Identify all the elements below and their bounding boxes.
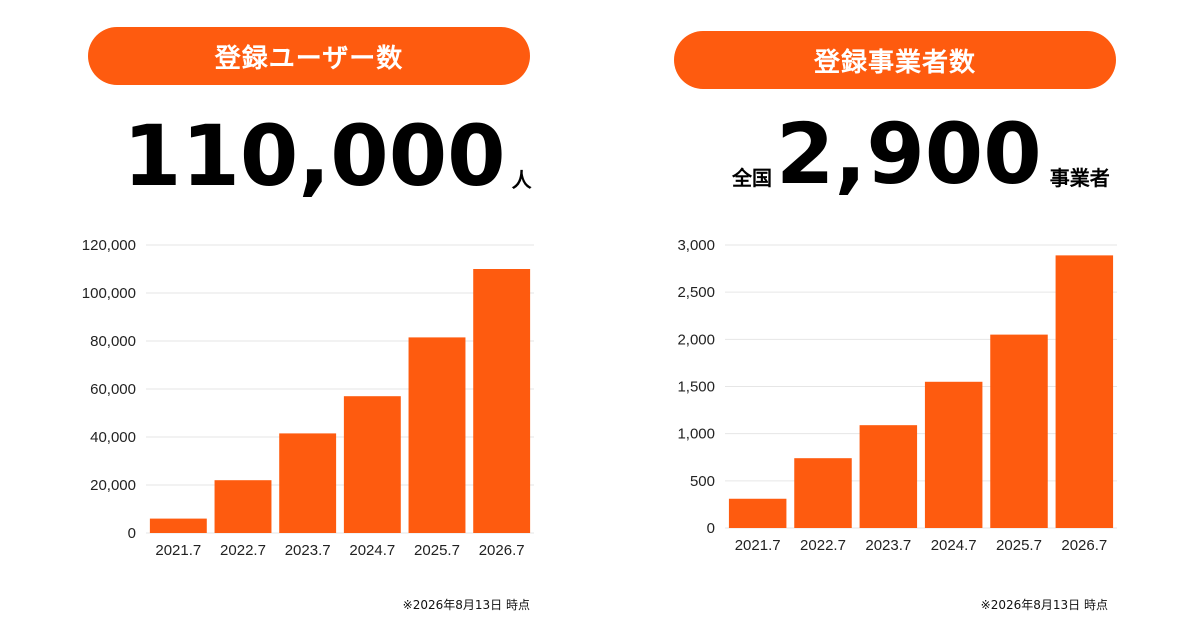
chart-0-bar-2023.7: [279, 433, 337, 533]
chart-0-ytick-label: 80,000: [90, 333, 136, 350]
chart-1-ytick-label: 1,000: [677, 426, 715, 443]
chart-0-bar-2021.7: [149, 518, 207, 533]
chart-0-ytick-label: 100,000: [82, 285, 136, 302]
chart-1-category-label: 2021.7: [735, 537, 781, 554]
business-count-footnote: ※2026年8月13日 時点: [980, 598, 1108, 612]
chart-1-svg: 0 500 1,000 1,500 2,000 2,500 3,000 2021.7 2022.…: [677, 237, 1117, 554]
business-count-number: 2,900: [776, 105, 1042, 203]
user-count-headline: 110,000 人: [123, 114, 532, 198]
chart-1-ytick-label: 0: [707, 520, 715, 537]
chart-1-bar-2025.7: [990, 334, 1048, 528]
chart-0-category-label: 2024.7: [349, 542, 395, 559]
chart-1-ytick-label: 500: [690, 473, 715, 490]
business-count-title-pill: 登録事業者数: [674, 31, 1116, 89]
business-count-headline: 全国 2,900 事業者: [732, 112, 1110, 196]
user-count-panel: 登録ユーザー数 110,000 人 ※2026年8月13日 時点: [88, 27, 532, 612]
chart-0-bar-2026.7: [473, 269, 531, 533]
chart-1-ytick-label: 2,000: [677, 331, 715, 348]
chart-1-category-label: 2025.7: [996, 537, 1042, 554]
chart-1-category-label: 2024.7: [931, 537, 977, 554]
chart-1-bar-2021.7: [728, 498, 787, 528]
chart-0-ytick-label: 120,000: [82, 237, 136, 254]
business-count-prefix: 全国: [732, 166, 772, 190]
chart-0-bar-2025.7: [408, 337, 466, 533]
chart-0-bar-2022.7: [214, 480, 272, 533]
chart-0-category-label: 2026.7: [479, 542, 525, 559]
user-count-footnote: ※2026年8月13日 時点: [402, 598, 530, 612]
chart-0-bar-2024.7: [343, 396, 401, 533]
chart-1-bar-2022.7: [794, 458, 852, 528]
chart-0-ytick-label: 40,000: [90, 429, 136, 446]
chart-0-category-label: 2022.7: [220, 542, 266, 559]
user-count-title-pill: 登録ユーザー数: [88, 27, 530, 85]
chart-0-category-label: 2021.7: [155, 542, 201, 559]
chart-1-bar-2024.7: [924, 381, 983, 528]
chart-1-ytick-label: 1,500: [677, 379, 715, 396]
chart-1-ytick-label: 2,500: [677, 284, 715, 301]
chart-1-bar-2026.7: [1055, 255, 1114, 529]
user-count-number: 110,000: [123, 107, 506, 205]
chart-1-category-label: 2026.7: [1061, 537, 1107, 554]
chart-0-ytick-label: 20,000: [90, 477, 136, 494]
user-count-bar-chart: 0 20,000 40,000 60,000 80,000 100,000 120,000 2…: [70, 225, 540, 565]
chart-1-bar-2023.7: [859, 425, 918, 528]
chart-0-ytick-label: 60,000: [90, 381, 136, 398]
user-count-unit: 人: [511, 168, 532, 192]
chart-0-category-label: 2025.7: [414, 542, 460, 559]
chart-0-svg: 0 20,000 40,000 60,000 80,000 100,000 120,000 2…: [82, 237, 534, 559]
business-count-suffix: 事業者: [1049, 166, 1110, 190]
chart-0-category-label: 2023.7: [285, 542, 331, 559]
chart-1-ytick-label: 3,000: [677, 237, 715, 254]
business-count-title: 登録事業者数: [813, 47, 976, 78]
user-count-title: 登録ユーザー数: [214, 43, 404, 74]
business-count-bar-chart: 0 500 1,000 1,500 2,000 2,500 3,000 2021.7 2022.…: [653, 225, 1123, 565]
chart-1-category-label: 2022.7: [800, 537, 846, 554]
chart-0-ytick-label: 0: [128, 525, 136, 542]
chart-1-category-label: 2023.7: [865, 537, 911, 554]
business-count-panel: 登録事業者数 全国 2,900 事業者 ※2026年8月13日 時点: [600, 0, 1200, 630]
